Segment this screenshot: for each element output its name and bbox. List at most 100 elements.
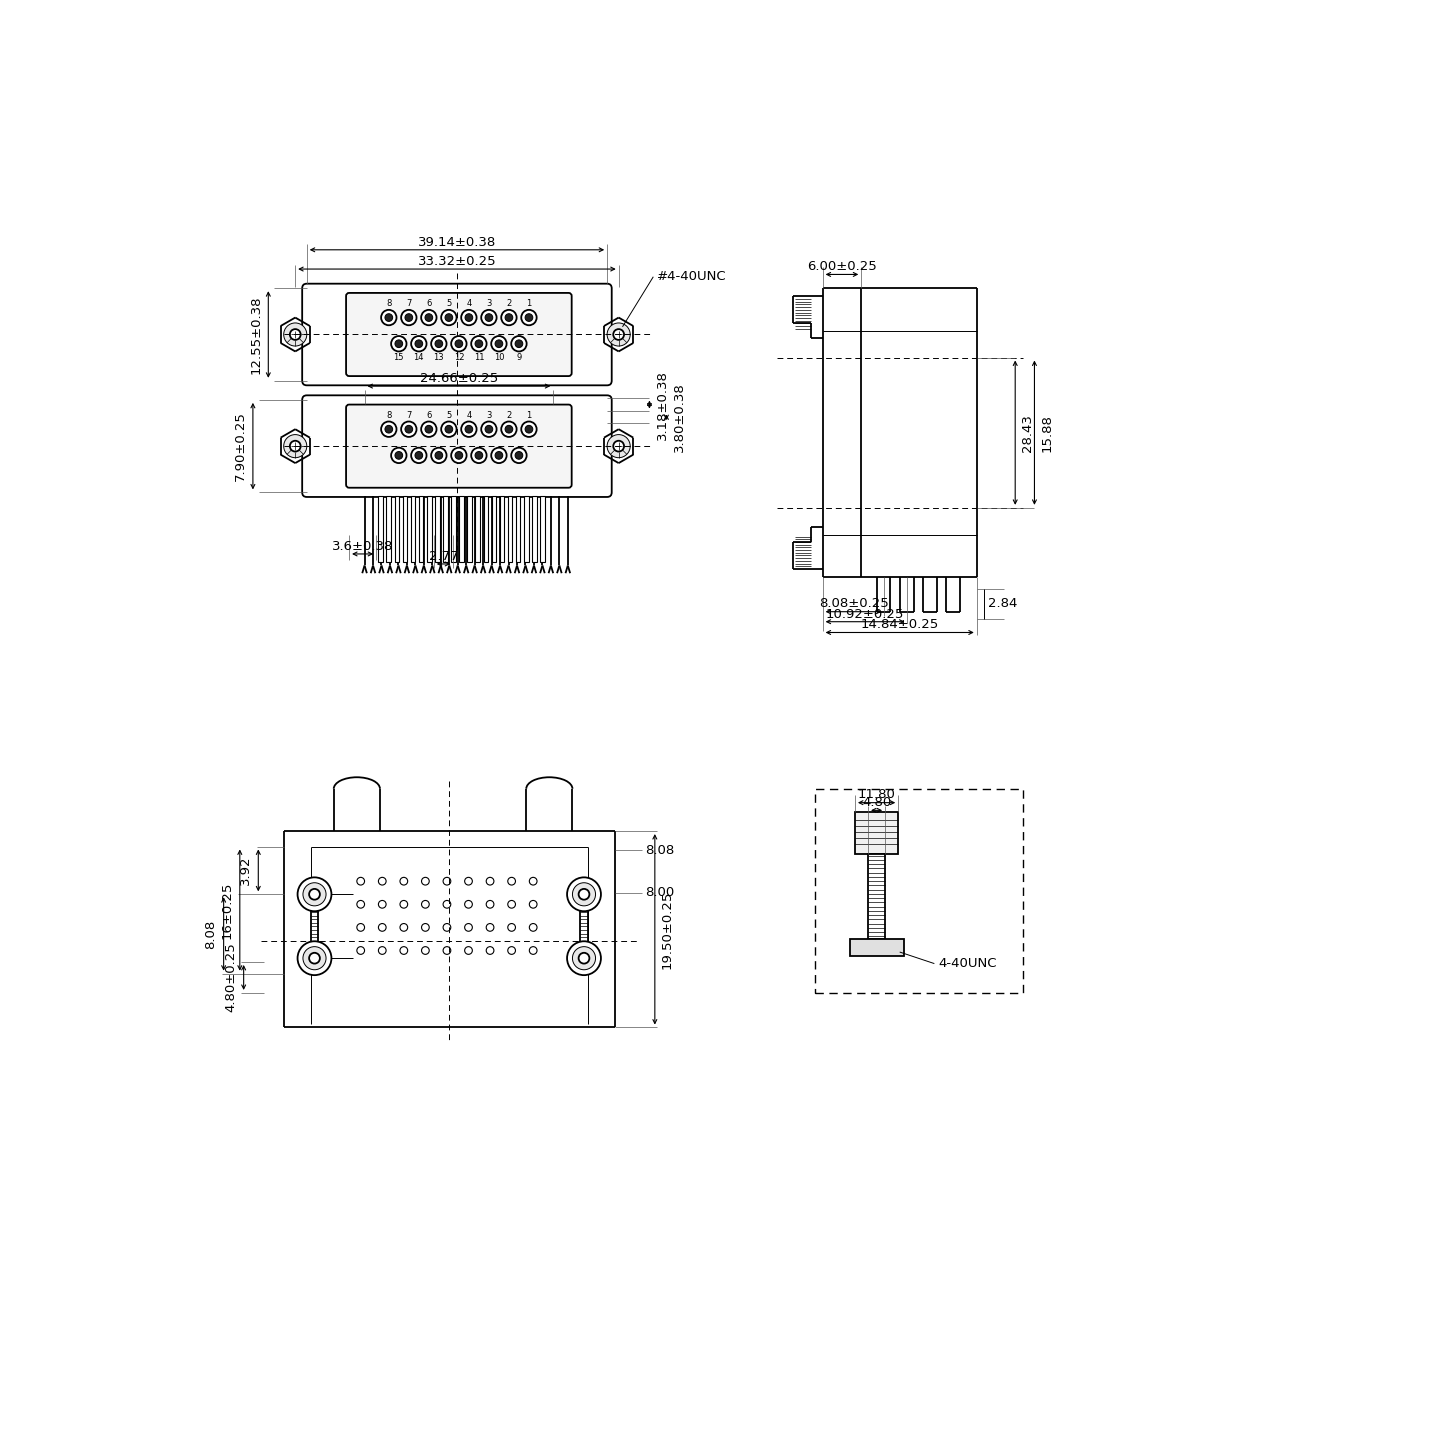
Circle shape [567,877,600,912]
Circle shape [384,425,393,433]
Circle shape [516,340,523,347]
Circle shape [511,448,527,464]
Bar [475,497,480,562]
Bar [459,497,464,562]
Text: 2: 2 [507,300,511,308]
Text: 2.84: 2.84 [988,598,1018,611]
Bar [426,497,432,562]
Text: 1: 1 [527,410,531,420]
Text: 5: 5 [446,410,452,420]
Circle shape [395,340,403,347]
Text: 6: 6 [426,410,432,420]
Text: 4.80: 4.80 [863,796,891,809]
Circle shape [310,888,320,900]
Bar [403,497,408,562]
FancyBboxPatch shape [346,405,572,488]
Circle shape [471,448,487,464]
Circle shape [412,336,426,351]
Bar [484,497,488,562]
Text: 16±0.25: 16±0.25 [220,881,233,939]
Circle shape [475,452,482,459]
Circle shape [310,953,320,963]
Text: 8.08: 8.08 [204,919,217,949]
Text: 7: 7 [406,300,412,308]
Text: 8.00: 8.00 [645,886,675,899]
Text: 4.80±0.25: 4.80±0.25 [225,943,238,1012]
Bar [508,497,513,562]
Circle shape [465,314,472,321]
Circle shape [441,422,456,436]
Bar [516,497,520,562]
Circle shape [485,425,492,433]
Circle shape [505,425,513,433]
Circle shape [412,448,426,464]
Circle shape [526,314,533,321]
Bar [500,497,504,562]
Text: 14.84±0.25: 14.84±0.25 [861,618,939,631]
Circle shape [302,883,325,906]
Bar [435,497,439,562]
Text: 2: 2 [507,410,511,420]
Bar [444,497,448,562]
Bar [468,497,472,562]
Circle shape [435,452,442,459]
Circle shape [461,422,477,436]
Bar [491,497,497,562]
Circle shape [445,425,452,433]
Circle shape [613,330,624,340]
Text: 28.43: 28.43 [1021,413,1034,452]
Bar [531,497,537,562]
Bar [868,854,886,939]
Circle shape [501,422,517,436]
Circle shape [505,314,513,321]
Circle shape [475,340,482,347]
Text: 15: 15 [393,353,405,361]
Text: 6: 6 [426,300,432,308]
Circle shape [405,425,413,433]
Circle shape [284,323,307,346]
Circle shape [451,336,467,351]
Text: 8.08: 8.08 [645,844,675,857]
Circle shape [567,942,600,975]
Text: 8: 8 [386,300,392,308]
Text: 39.14±0.38: 39.14±0.38 [418,236,495,249]
Circle shape [521,310,537,325]
Circle shape [298,877,331,912]
Text: 6.00±0.25: 6.00±0.25 [806,261,877,274]
Circle shape [420,422,436,436]
Text: 12.55±0.38: 12.55±0.38 [249,295,262,374]
Text: 5: 5 [446,300,452,308]
Circle shape [392,448,406,464]
Circle shape [425,314,432,321]
Circle shape [402,422,416,436]
Circle shape [495,340,503,347]
Circle shape [435,340,442,347]
Circle shape [441,310,456,325]
Circle shape [445,314,452,321]
Text: 24.66±0.25: 24.66±0.25 [419,372,498,384]
Circle shape [608,323,631,346]
Text: #4-40UNC: #4-40UNC [657,271,727,284]
Circle shape [481,422,497,436]
Circle shape [420,310,436,325]
Circle shape [431,336,446,351]
Circle shape [471,336,487,351]
Text: 10.92±0.25: 10.92±0.25 [827,608,904,621]
Circle shape [491,336,507,351]
Text: 19.50±0.25: 19.50±0.25 [661,890,674,969]
Circle shape [485,314,492,321]
Circle shape [573,946,596,969]
Circle shape [289,441,301,452]
Text: 3.6±0.38: 3.6±0.38 [333,540,393,553]
Circle shape [501,310,517,325]
Text: 2.77: 2.77 [429,550,458,563]
Bar [419,497,423,562]
Circle shape [402,310,416,325]
Text: 8.08±0.25: 8.08±0.25 [818,598,888,611]
Bar [311,910,318,943]
Text: 4-40UNC: 4-40UNC [939,958,996,971]
Text: 10: 10 [494,353,504,361]
Circle shape [481,310,497,325]
Circle shape [382,422,396,436]
Text: 7.90±0.25: 7.90±0.25 [233,412,246,481]
